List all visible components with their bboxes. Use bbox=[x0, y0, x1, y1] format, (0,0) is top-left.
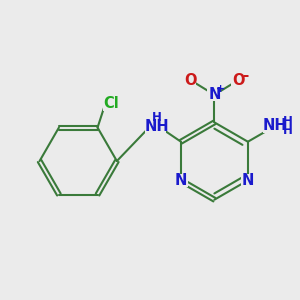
FancyBboxPatch shape bbox=[103, 97, 120, 111]
FancyBboxPatch shape bbox=[184, 74, 196, 88]
Text: N: N bbox=[175, 173, 187, 188]
Text: +: + bbox=[216, 84, 225, 94]
Text: Cl: Cl bbox=[103, 96, 119, 111]
Text: N: N bbox=[242, 173, 254, 188]
FancyBboxPatch shape bbox=[174, 174, 188, 187]
Text: -: - bbox=[242, 68, 249, 83]
Text: N: N bbox=[208, 87, 220, 102]
FancyBboxPatch shape bbox=[207, 88, 221, 101]
FancyBboxPatch shape bbox=[241, 174, 255, 187]
Text: H: H bbox=[283, 115, 292, 128]
Text: O: O bbox=[232, 74, 244, 88]
Text: H: H bbox=[283, 124, 292, 137]
FancyBboxPatch shape bbox=[231, 74, 245, 88]
FancyBboxPatch shape bbox=[145, 120, 166, 134]
FancyBboxPatch shape bbox=[263, 118, 290, 133]
Text: O: O bbox=[184, 74, 197, 88]
Text: NH: NH bbox=[262, 118, 287, 133]
Text: NH: NH bbox=[145, 119, 170, 134]
Text: H: H bbox=[152, 111, 162, 124]
